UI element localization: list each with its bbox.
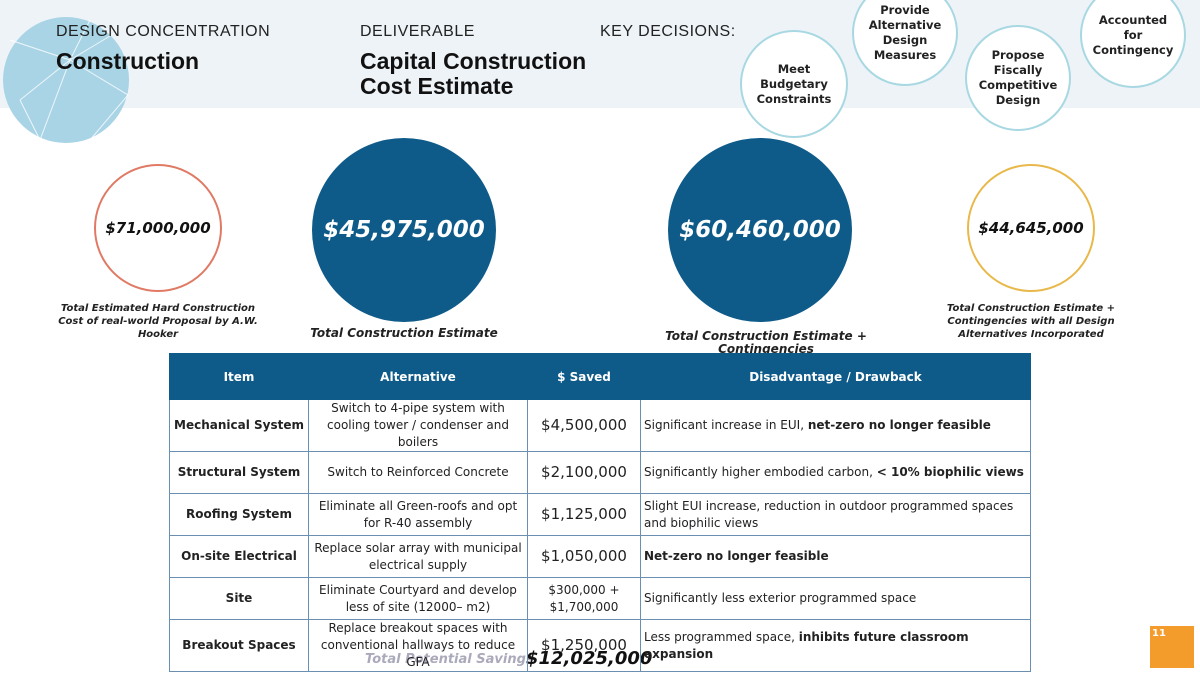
table-cell: $1,250,000 [527,619,641,672]
deliverable-line: Capital Construction [360,48,587,74]
table-row: Site Eliminate Courtyard and develop less… [169,577,1031,620]
savings-table: Item Alternative $ Saved Disadvantage / Dra… [169,353,1031,672]
estimate-caption: Total Estimated Hard Construction Cost o… [58,303,258,340]
decision-circle: Meet Budgetary Constraints [740,30,848,138]
concentration: Construction [56,48,200,74]
table-cell: $300,000 + $1,700,000 [527,577,641,620]
table-cell: $2,100,000 [527,451,641,494]
column-header: Alternative [308,353,528,400]
estimate-caption: Total Construction Estimate + Contingenc… [665,329,867,356]
table-cell: Site [169,577,309,620]
cell-text: Significantly less exterior programmed s… [644,591,917,605]
table-cell: Structural System [169,451,309,494]
concentration-label: DESIGN CONCENTRATION [56,23,271,40]
bold-text: inhibits future classroom expansion [644,629,969,661]
deliverable-line: Cost Estimate [360,73,514,99]
table-cell: $4,500,000 [527,399,641,452]
table-row: Roofing System Eliminate all Green-roofs … [169,493,1031,536]
decision-text: Provide Alternative Design Measures [868,3,942,62]
table-row: Breakout Spaces Replace breakout spaces w… [169,619,1031,672]
table-cell: On-site Electrical [169,535,309,578]
decision-text: Propose Fiscally Competitive Design [978,48,1058,107]
table-row: Mechanical System Switch to 4-pipe system… [169,399,1031,452]
table-cell: Less programmed space, inhibits future c… [640,619,1031,672]
column-header: Disadvantage / Drawback [640,353,1031,400]
table-cell: Breakout Spaces [169,619,309,672]
table-cell: Eliminate all Green-roofs and opt for R-… [308,493,528,536]
table-cell: $1,050,000 [527,535,641,578]
column-header: $ Saved [527,353,641,400]
estimate-value: $44,645,000 [978,219,1084,237]
estimate-circle: $44,645,000 [967,164,1095,292]
estimate-value: $71,000,000 [105,219,211,237]
decision-text: Meet Budgetary Constraints [756,61,832,106]
bold-text: Net-zero no longer feasible [644,549,829,563]
table-cell: Slight EUI increase, reduction in outdoo… [640,493,1031,536]
header-row: Item Alternative $ Saved Disadvantage / Dra… [169,353,1031,400]
estimate-caption: Total Construction Estimate [310,326,498,340]
sdg-badge: 11 [1150,626,1194,668]
table-cell: Replace solar array with municipal elect… [308,535,528,578]
decision-circle: Provide Alternative Design Measures [852,0,958,86]
table-cell: Switch to Reinforced Concrete [308,451,528,494]
table-cell: Net-zero no longer feasible [640,535,1031,578]
decision-circle: Accounted for Contingency [1080,0,1186,88]
estimate-value: $45,975,000 [323,217,485,243]
table-cell: $1,125,000 [527,493,641,536]
cell-text: Significant increase in EUI, [644,418,808,432]
decision-circle: Propose Fiscally Competitive Design [965,25,1071,131]
cell-text: Slight EUI increase, reduction in outdoo… [644,498,1014,530]
table-cell: Replace breakout spaces with conventiona… [308,619,528,672]
cell-text: Less programmed space, [644,629,799,644]
decor-circle [3,17,129,143]
table-row: On-site Electrical Replace solar array wi… [169,535,1031,578]
estimate-circle: $71,000,000 [94,164,222,292]
table-cell: Significant increase in EUI, net-zero no… [640,399,1031,452]
decision-text: Accounted for Contingency [1092,12,1174,57]
bold-text: < 10% biophilic views [876,465,1024,479]
table-cell: Mechanical System [169,399,309,452]
column-header: Item [169,353,309,400]
table-cell: Significantly less exterior programmed s… [640,577,1031,620]
cell-text: Significantly higher embodied carbon, [644,465,877,479]
deliverable-label: DELIVERABLE [360,23,475,40]
table-row: Structural System Switch to Reinforced Co… [169,451,1031,494]
bold-text: net-zero no longer feasible [807,418,991,432]
table-cell: Switch to 4-pipe system with cooling tow… [308,399,528,452]
estimate-caption: Total Construction Estimate + Contingenc… [946,303,1116,340]
key-decisions-label: KEY DECISIONS: [600,23,736,40]
table-cell: Eliminate Courtyard and develop less of … [308,577,528,620]
estimate-value: $60,460,000 [679,217,841,243]
table-cell: Significantly higher embodied carbon, < … [640,451,1031,494]
estimate-circle: $45,975,000 [312,138,496,322]
table-cell: Roofing System [169,493,309,536]
estimate-circle: $60,460,000 [668,138,852,322]
